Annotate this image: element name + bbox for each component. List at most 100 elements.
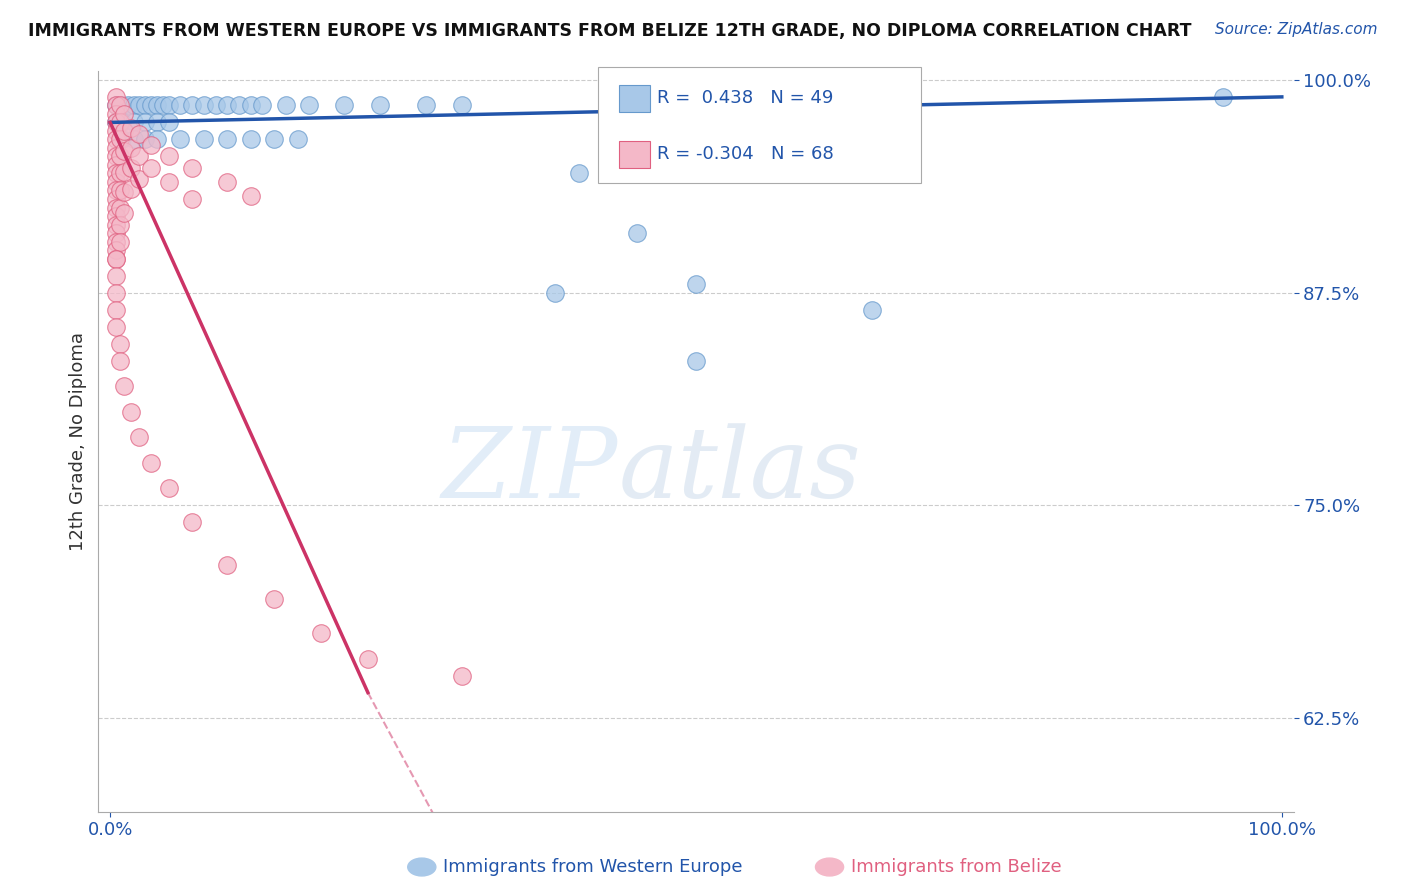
Point xyxy=(568,166,591,180)
Point xyxy=(120,405,142,419)
Point xyxy=(105,149,128,163)
Point xyxy=(128,430,150,444)
Text: Source: ZipAtlas.com: Source: ZipAtlas.com xyxy=(1215,22,1378,37)
Point xyxy=(111,115,134,129)
Point xyxy=(105,201,128,215)
Point xyxy=(105,192,128,206)
Point xyxy=(112,379,135,393)
Point xyxy=(105,209,128,223)
Text: IMMIGRANTS FROM WESTERN EUROPE VS IMMIGRANTS FROM BELIZE 12TH GRADE, NO DIPLOMA : IMMIGRANTS FROM WESTERN EUROPE VS IMMIGR… xyxy=(28,22,1192,40)
Point xyxy=(111,98,134,112)
Point xyxy=(228,98,250,112)
Point xyxy=(105,243,128,257)
Point xyxy=(181,98,204,112)
Point xyxy=(134,115,156,129)
Point xyxy=(105,107,128,121)
Point xyxy=(120,120,142,135)
Point xyxy=(217,558,239,572)
Point xyxy=(134,98,156,112)
Point xyxy=(146,98,169,112)
Point xyxy=(626,226,648,240)
Point xyxy=(204,98,226,112)
Point xyxy=(122,132,145,146)
Point xyxy=(108,201,131,215)
Point xyxy=(141,98,163,112)
Point xyxy=(108,184,131,198)
Point xyxy=(108,149,131,163)
Point xyxy=(105,124,128,138)
Point xyxy=(105,166,128,180)
Point xyxy=(105,175,128,189)
Text: Immigrants from Western Europe: Immigrants from Western Europe xyxy=(443,858,742,876)
Point xyxy=(169,132,191,146)
Point xyxy=(112,205,135,219)
Text: Immigrants from Belize: Immigrants from Belize xyxy=(851,858,1062,876)
Point xyxy=(239,188,262,202)
Point xyxy=(685,277,707,292)
Point xyxy=(128,149,150,163)
Point xyxy=(105,158,128,172)
Point xyxy=(357,651,380,665)
Point xyxy=(105,132,128,146)
Point xyxy=(217,98,239,112)
Point xyxy=(239,132,262,146)
Point xyxy=(263,591,285,606)
Point xyxy=(112,165,135,179)
Point xyxy=(112,124,135,138)
Point xyxy=(111,132,134,146)
Point xyxy=(141,137,163,152)
Point xyxy=(105,285,128,300)
Point xyxy=(146,115,169,129)
Point xyxy=(157,481,180,495)
Point xyxy=(105,98,128,112)
Point xyxy=(134,132,156,146)
Point xyxy=(287,132,309,146)
Point xyxy=(128,128,150,142)
Point xyxy=(217,132,239,146)
Point xyxy=(112,107,135,121)
Point xyxy=(544,285,567,300)
Point xyxy=(157,98,180,112)
Text: R =  0.438   N = 49: R = 0.438 N = 49 xyxy=(657,89,832,107)
Point xyxy=(181,516,204,530)
Point xyxy=(141,161,163,176)
Point xyxy=(105,184,128,198)
Point xyxy=(122,115,145,129)
Point xyxy=(105,235,128,249)
Text: R = -0.304   N = 68: R = -0.304 N = 68 xyxy=(657,145,834,163)
Point xyxy=(239,98,262,112)
Point xyxy=(157,115,180,129)
Point xyxy=(108,115,131,129)
Point xyxy=(1212,90,1234,104)
Point xyxy=(108,336,131,351)
Point xyxy=(146,132,169,146)
Point xyxy=(105,90,128,104)
Y-axis label: 12th Grade, No Diploma: 12th Grade, No Diploma xyxy=(69,332,87,551)
Point xyxy=(193,98,215,112)
Point xyxy=(274,98,297,112)
Point xyxy=(860,302,883,317)
Point xyxy=(108,353,131,368)
Point xyxy=(415,98,437,112)
Text: ZIP: ZIP xyxy=(441,424,619,519)
Point xyxy=(450,98,472,112)
Point xyxy=(105,268,128,283)
Point xyxy=(112,185,135,199)
Point xyxy=(108,98,131,112)
Point xyxy=(105,98,128,112)
Point xyxy=(120,141,142,155)
Point xyxy=(181,192,204,206)
Point xyxy=(120,182,142,196)
Point xyxy=(105,302,128,317)
Point xyxy=(744,115,766,129)
Point xyxy=(157,149,180,163)
Point xyxy=(263,132,285,146)
Point xyxy=(309,626,332,640)
Point xyxy=(152,98,174,112)
Point xyxy=(368,98,391,112)
Point xyxy=(108,132,131,146)
Point xyxy=(169,98,191,112)
Point xyxy=(105,115,128,129)
Point xyxy=(333,98,356,112)
Point xyxy=(108,166,131,180)
